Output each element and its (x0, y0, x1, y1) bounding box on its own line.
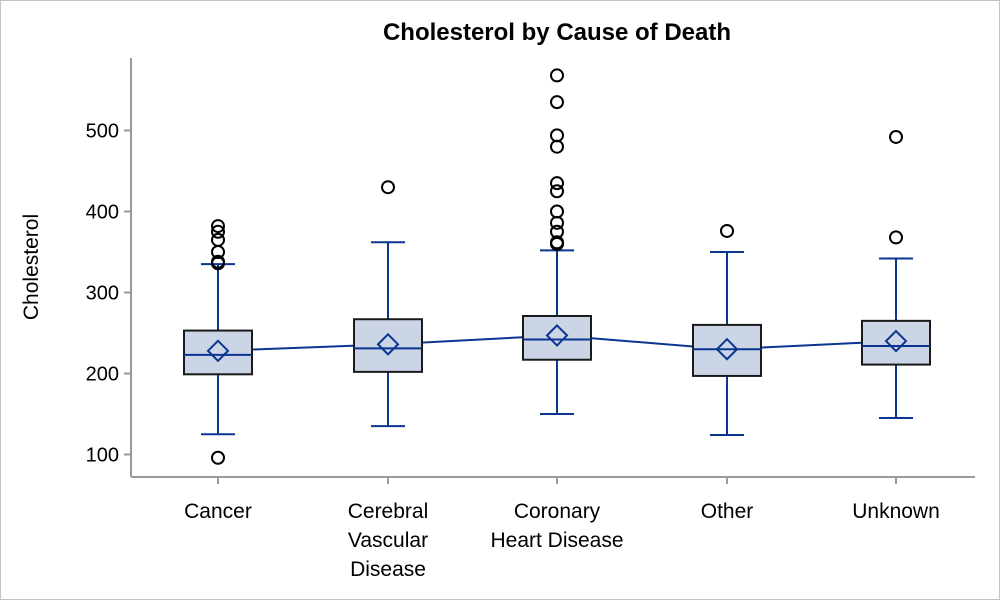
outlier-point (211, 219, 225, 234)
mean-marker (206, 339, 230, 363)
x-tick-label: Cerebral Vascular Disease (348, 500, 429, 581)
y-tick-label: 100 (86, 445, 119, 467)
iqr-box (183, 329, 253, 376)
outlier-point (211, 232, 225, 247)
outlier-point (720, 223, 734, 238)
axes: 100 200 300 400 500 Cancer Cerebral Vascular Dis… (86, 58, 975, 581)
outlier-point (550, 184, 564, 199)
chart-title: Cholesterol by Cause of Death (383, 19, 731, 46)
mean-marker (545, 324, 569, 347)
y-tick-label: 400 (86, 202, 119, 224)
y-axis-label: Cholesterol (20, 214, 43, 320)
outlier-point (550, 68, 564, 83)
outlier-point (211, 450, 225, 465)
box-group (861, 129, 931, 420)
outlier-point (381, 180, 395, 195)
outlier-point (550, 224, 564, 239)
outlier-point (211, 224, 225, 239)
y-tick-label: 500 (86, 121, 119, 143)
outlier-point (889, 129, 903, 144)
y-tick-label: 300 (86, 283, 119, 305)
outlier-point (550, 235, 564, 250)
plot-area (183, 68, 931, 465)
mean-marker (884, 329, 908, 353)
x-tick-label: Unknown (852, 500, 940, 523)
outlier-point (550, 128, 564, 143)
x-tick-label: Other (701, 500, 754, 523)
iqr-box (861, 319, 931, 366)
x-tick-label: Coronary Heart Disease (490, 500, 623, 552)
mean-marker (376, 332, 400, 356)
outlier-point (550, 176, 564, 191)
box-group (353, 180, 423, 428)
y-tick-label: 200 (86, 364, 119, 386)
box-group (692, 223, 762, 437)
outlier-point (211, 254, 225, 269)
outlier-point (889, 230, 903, 245)
x-tick-label: Cancer (184, 500, 252, 523)
mean-marker (715, 337, 739, 361)
box-group (183, 219, 253, 465)
outlier-point (550, 204, 564, 219)
iqr-box (692, 323, 762, 377)
outlier-point (550, 95, 564, 110)
box-group (522, 68, 592, 415)
iqr-box (353, 318, 423, 373)
iqr-box (522, 314, 592, 361)
